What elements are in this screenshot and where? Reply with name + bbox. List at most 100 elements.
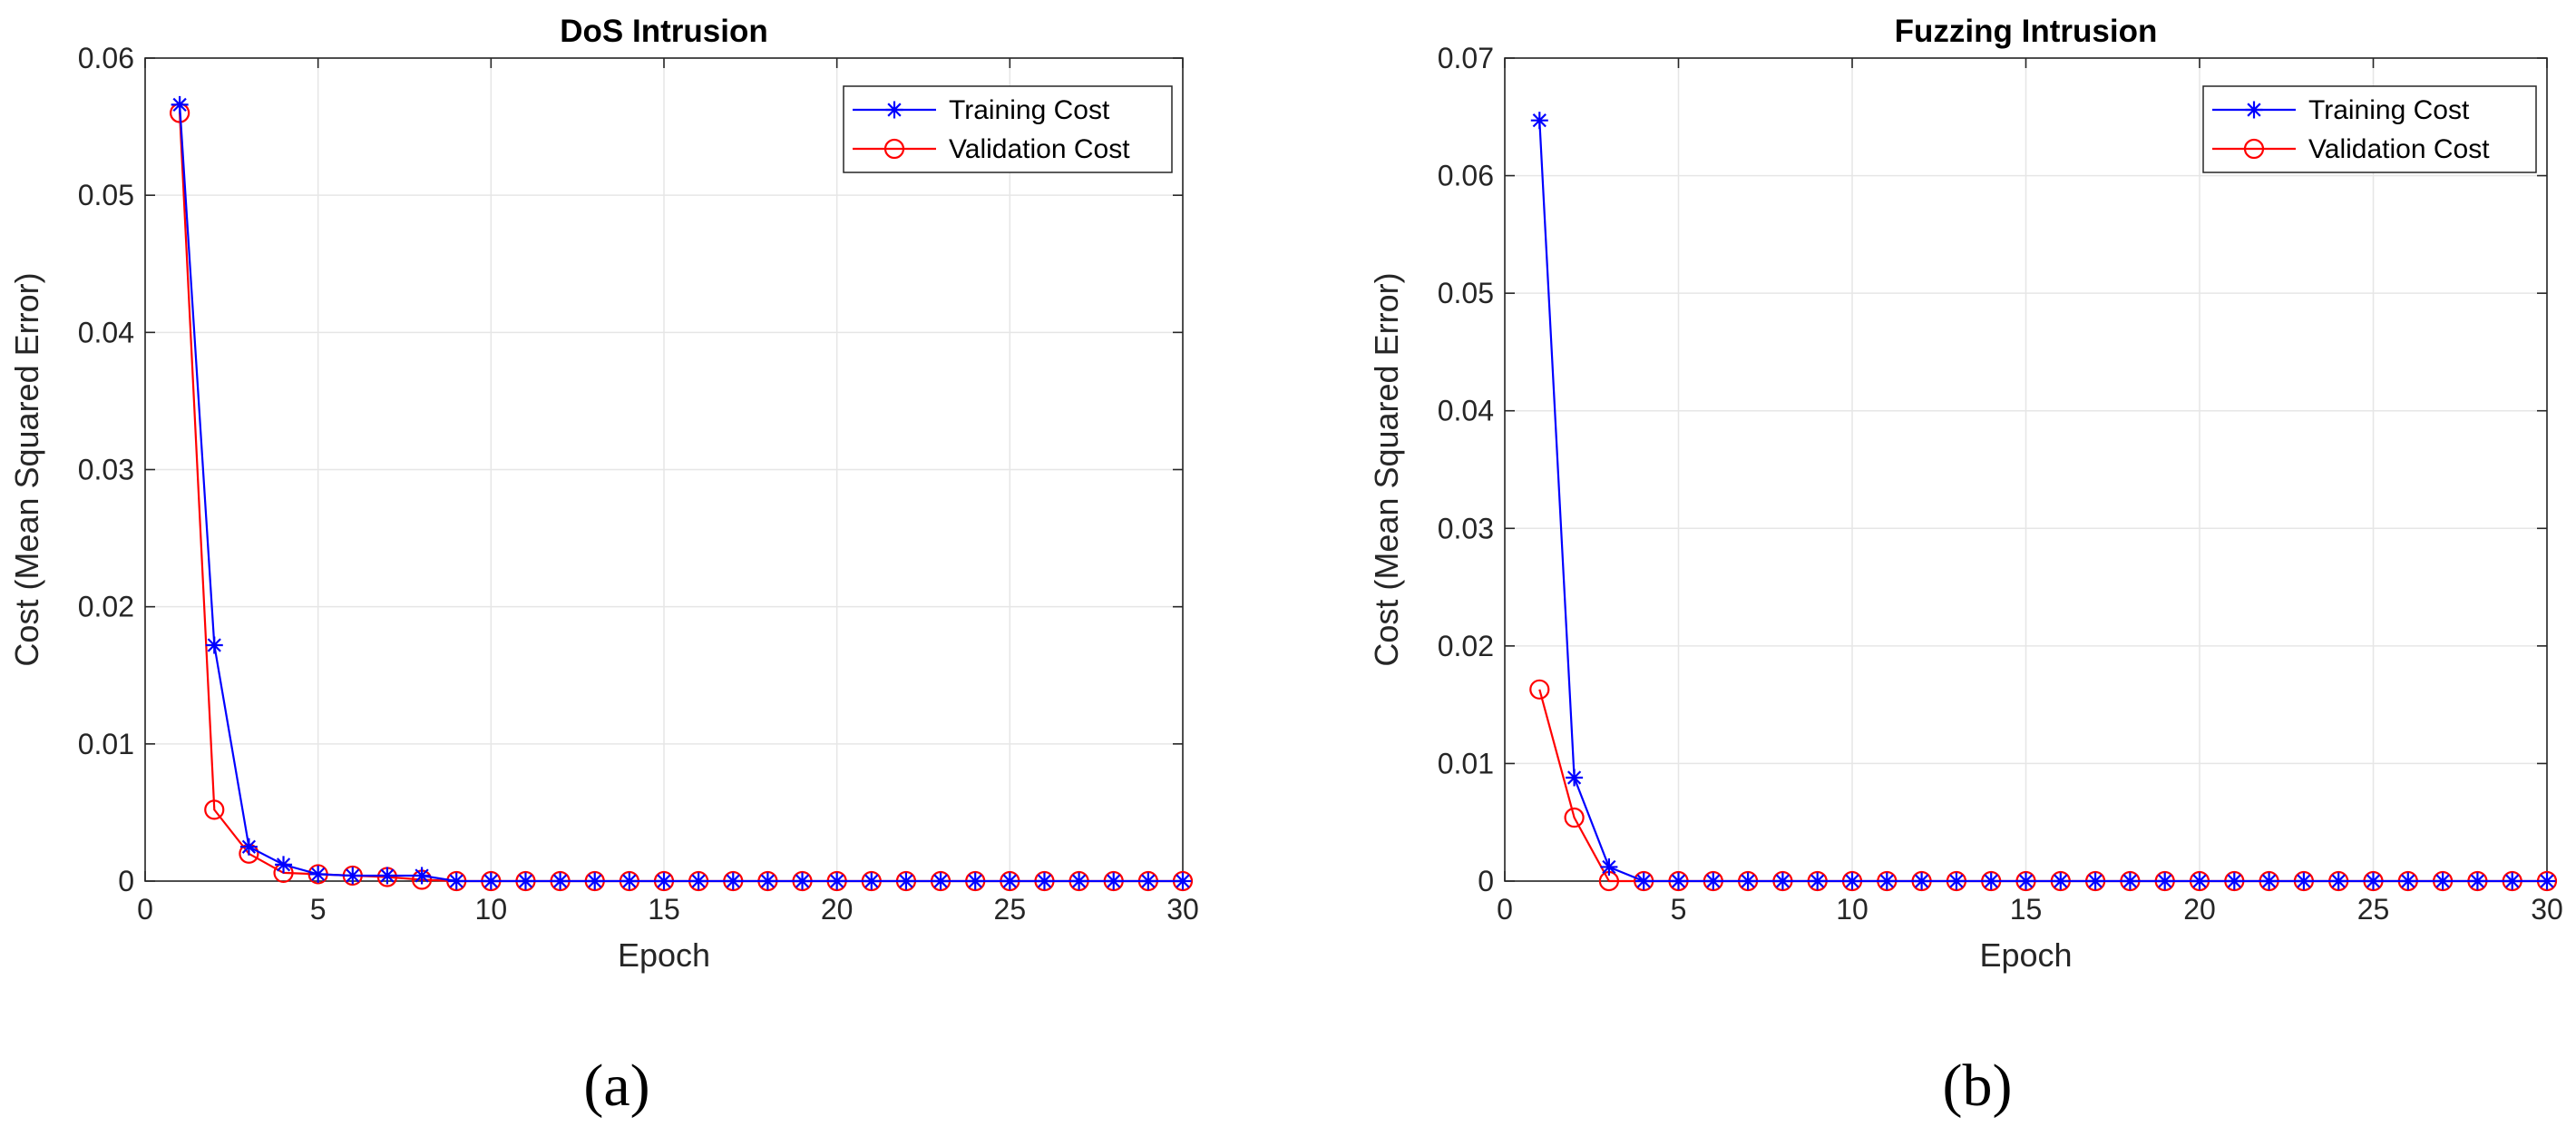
y-tick-label: 0.01 bbox=[78, 728, 134, 760]
data-point bbox=[344, 867, 362, 885]
y-tick-label: 0.01 bbox=[1438, 747, 1494, 779]
data-point bbox=[1670, 872, 1687, 890]
data-point bbox=[1773, 872, 1791, 890]
x-tick-label: 15 bbox=[648, 893, 680, 926]
x-axis-label: Epoch bbox=[618, 936, 710, 974]
y-tick-label: 0.06 bbox=[1438, 160, 1494, 192]
y-tick-label: 0.07 bbox=[1438, 42, 1494, 74]
legend-box bbox=[2202, 85, 2537, 173]
series-training-cost bbox=[1530, 112, 2556, 890]
y-tick-label: 0.02 bbox=[78, 591, 134, 623]
data-point bbox=[1529, 679, 1550, 700]
data-point bbox=[2538, 872, 2556, 890]
legend-entry: Validation Cost bbox=[853, 134, 1130, 164]
legend-marker bbox=[885, 101, 903, 119]
y-tick-label: 0.03 bbox=[78, 454, 134, 486]
data-point bbox=[275, 856, 293, 874]
legend-label: Validation Cost bbox=[2308, 134, 2490, 164]
x-tick-label: 5 bbox=[1671, 893, 1687, 926]
chart-panel-a: 0 5 10 15 20 25 30 0 0.01 0.02 0.03 0.04 0.05 0.06 DoS… bbox=[8, 14, 1199, 1119]
data-point bbox=[758, 872, 776, 890]
data-point bbox=[516, 872, 534, 890]
data-point bbox=[2399, 872, 2417, 890]
x-tick-label: 0 bbox=[137, 893, 153, 926]
data-point bbox=[794, 872, 812, 890]
data-point bbox=[482, 872, 500, 890]
legend-entry: Training Cost bbox=[853, 95, 1110, 125]
data-point bbox=[447, 872, 465, 890]
data-point bbox=[1139, 872, 1157, 890]
x-tick-label: 0 bbox=[1497, 893, 1513, 926]
data-point bbox=[863, 872, 881, 890]
data-point bbox=[1105, 872, 1123, 890]
data-point bbox=[1739, 872, 1757, 890]
data-point bbox=[2052, 872, 2070, 890]
data-point bbox=[724, 872, 742, 890]
x-axis-label: Epoch bbox=[1979, 936, 2072, 974]
x-tick-label: 20 bbox=[821, 893, 854, 926]
data-point bbox=[2017, 872, 2034, 890]
data-point bbox=[1035, 872, 1053, 890]
y-axis-label: Cost (Mean Squared Error) bbox=[8, 272, 45, 666]
data-point bbox=[1878, 872, 1896, 890]
legend: Training Cost Validation Cost bbox=[843, 85, 1173, 173]
x-tick-label: 30 bbox=[1166, 893, 1199, 926]
x-tick-label: 25 bbox=[994, 893, 1027, 926]
data-point bbox=[966, 872, 984, 890]
data-point bbox=[828, 872, 846, 890]
legend-label: Training Cost bbox=[2308, 95, 2470, 125]
legend-marker bbox=[2245, 101, 2263, 119]
panel-label: (b) bbox=[1943, 1053, 2013, 1119]
data-point bbox=[1982, 872, 2000, 890]
y-tick-label: 0.04 bbox=[78, 316, 134, 348]
data-point bbox=[2225, 872, 2243, 890]
legend-entry: Validation Cost bbox=[2212, 134, 2490, 164]
data-point bbox=[2434, 872, 2452, 890]
chart-title: DoS Intrusion bbox=[560, 14, 767, 49]
x-tick-label: 10 bbox=[1836, 893, 1869, 926]
data-point bbox=[309, 865, 327, 883]
data-point bbox=[1600, 858, 1618, 876]
data-point bbox=[2260, 872, 2278, 890]
y-tick-label: 0.05 bbox=[78, 179, 134, 211]
data-point bbox=[1843, 872, 1861, 890]
data-point bbox=[378, 867, 396, 885]
panel-label: (a) bbox=[583, 1053, 649, 1119]
x-tick-label: 30 bbox=[2531, 893, 2563, 926]
data-point bbox=[1566, 769, 1584, 787]
legend-marker bbox=[883, 138, 905, 160]
data-point bbox=[897, 872, 915, 890]
data-point bbox=[1913, 872, 1931, 890]
data-point bbox=[1564, 807, 1585, 828]
data-point bbox=[205, 636, 223, 654]
data-point bbox=[1947, 872, 1966, 890]
data-point bbox=[1000, 872, 1019, 890]
data-point bbox=[551, 872, 570, 890]
y-tick-label: 0.03 bbox=[1438, 512, 1494, 544]
data-point bbox=[1634, 872, 1653, 890]
y-axis-label: Cost (Mean Squared Error) bbox=[1368, 272, 1405, 666]
y-tick-label: 0 bbox=[1478, 865, 1494, 897]
y-tick-label: 0.02 bbox=[1438, 630, 1494, 662]
data-point bbox=[2121, 872, 2139, 890]
y-tick-label: 0.06 bbox=[78, 42, 134, 74]
legend-entry: Training Cost bbox=[2212, 95, 2470, 125]
x-tick-label: 25 bbox=[2357, 893, 2390, 926]
data-point bbox=[1809, 872, 1827, 890]
data-point bbox=[171, 95, 189, 113]
data-point bbox=[1530, 112, 1548, 130]
data-point bbox=[413, 867, 431, 885]
x-tick-label: 10 bbox=[475, 893, 508, 926]
data-point bbox=[2156, 872, 2174, 890]
data-point bbox=[2086, 872, 2104, 890]
legend: Training Cost Validation Cost bbox=[2202, 85, 2537, 173]
legend-label: Training Cost bbox=[949, 95, 1110, 125]
data-point bbox=[689, 872, 707, 890]
legend-marker bbox=[2243, 138, 2265, 160]
data-point bbox=[2191, 872, 2209, 890]
data-point bbox=[1070, 872, 1088, 890]
y-tick-label: 0.05 bbox=[1438, 277, 1494, 309]
x-tick-label: 5 bbox=[310, 893, 327, 926]
data-point bbox=[2503, 872, 2522, 890]
